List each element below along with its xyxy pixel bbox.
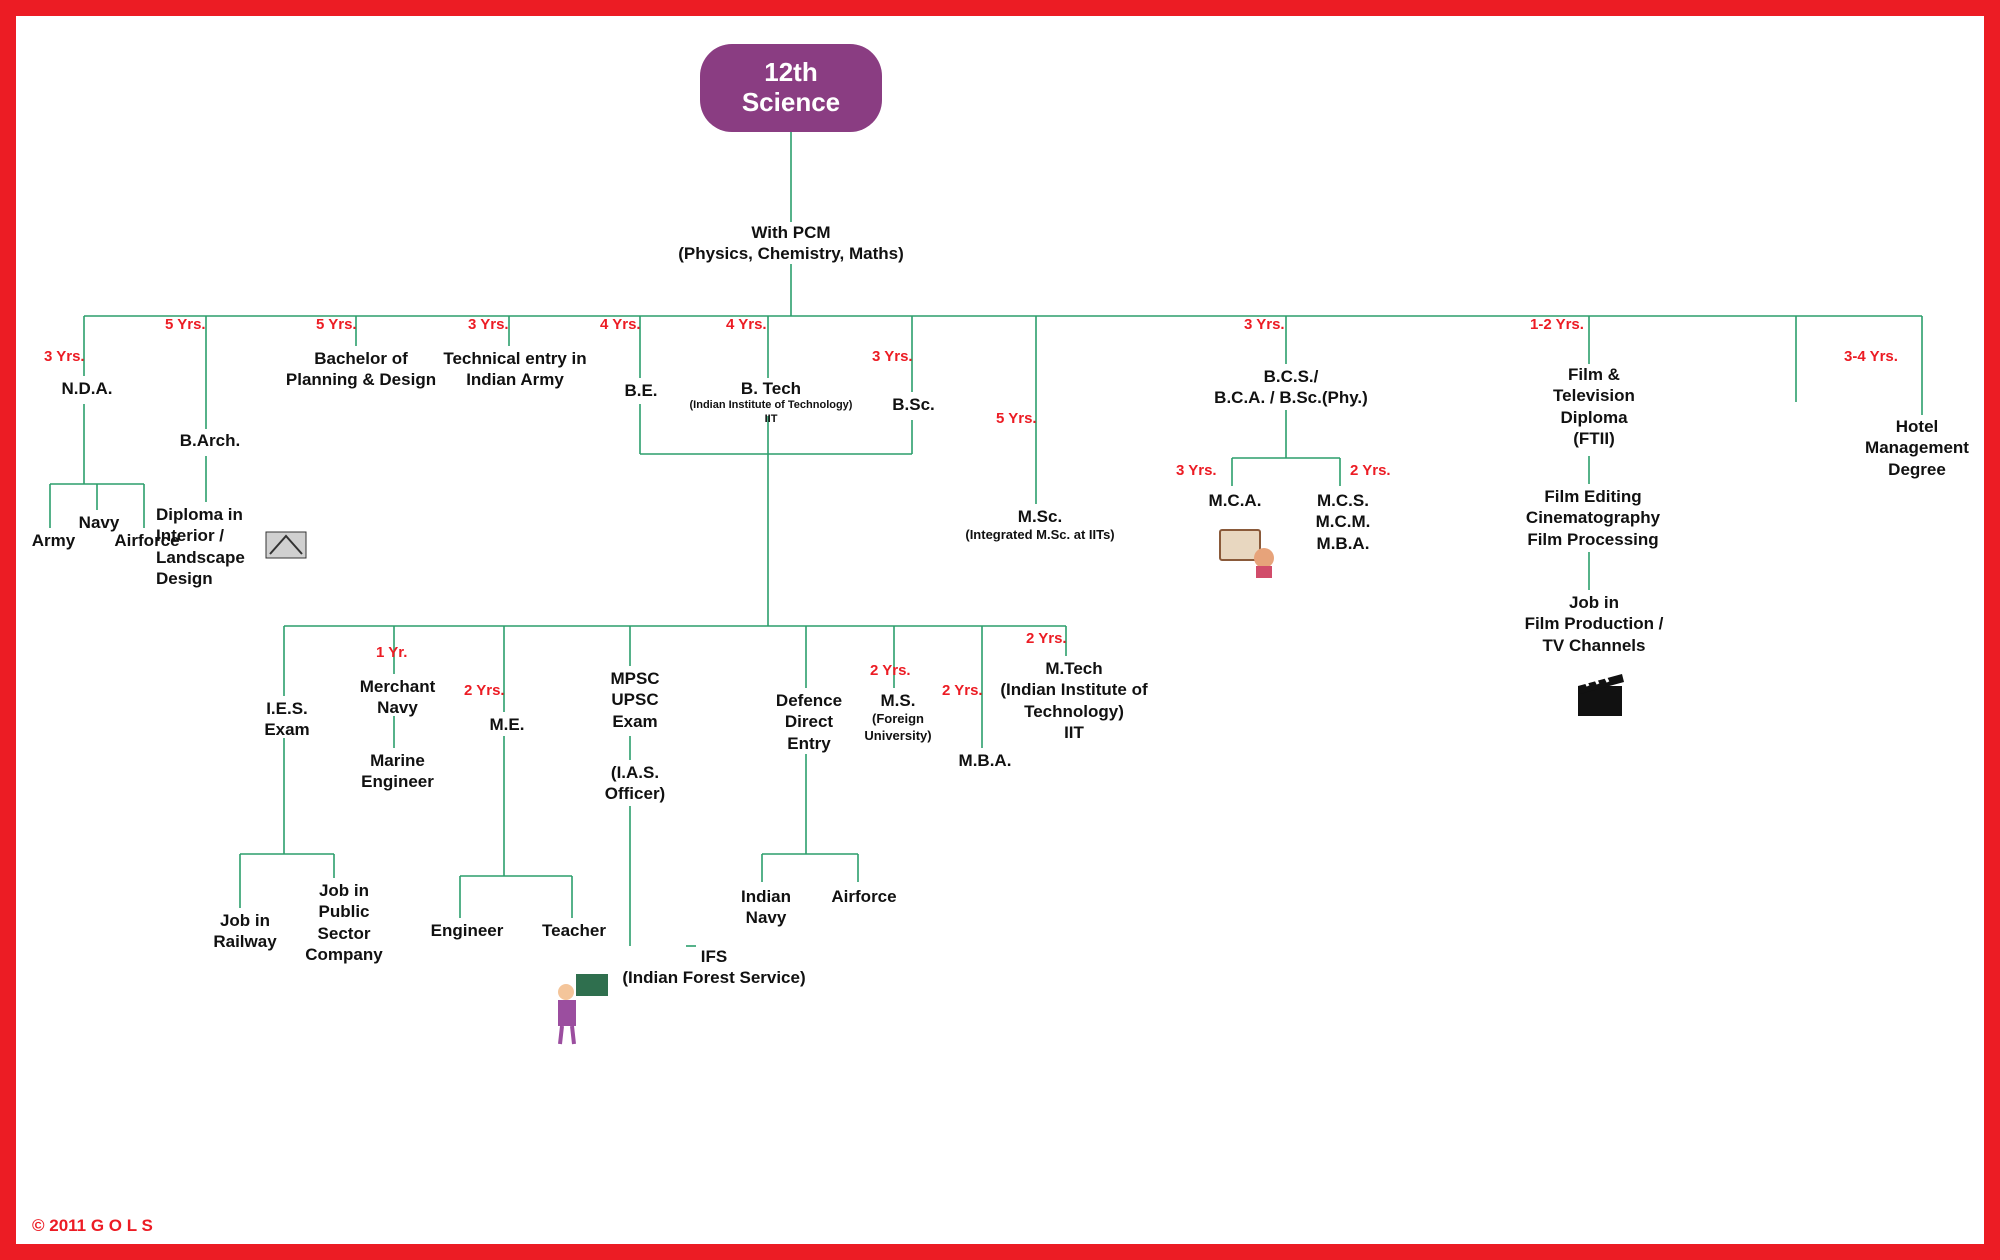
dur-mba: 2 Yrs. — [942, 682, 983, 699]
dur-msc: 5 Yrs. — [996, 410, 1037, 427]
dur-mtech: 2 Yrs. — [1026, 630, 1067, 647]
dur-mnavy: 1 Yr. — [376, 644, 407, 661]
root-l2: Science — [742, 87, 840, 117]
node-mtech: M.Tech (Indian Institute of Technology) … — [994, 658, 1154, 743]
dur-techarmy: 3 Yrs. — [468, 316, 509, 333]
node-film-skills: Film Editing Cinematography Film Process… — [1508, 486, 1678, 550]
node-ies: I.E.S. Exam — [252, 698, 322, 741]
node-nda: N.D.A. — [52, 378, 122, 399]
dur-nda: 3 Yrs. — [44, 348, 85, 365]
node-dild: Diploma in Interior / Landscape Design — [156, 504, 266, 589]
node-army: Army — [26, 530, 81, 551]
node-eng: Engineer — [422, 920, 512, 941]
node-af2: Airforce — [824, 886, 904, 907]
node-marine: Marine Engineer — [350, 750, 445, 793]
dur-btech: 4 Yrs. — [726, 316, 767, 333]
node-inavy: Indian Navy — [726, 886, 806, 929]
dur-barch: 5 Yrs. — [165, 316, 206, 333]
node-ias: (I.A.S. Officer) — [590, 762, 680, 805]
node-film-job: Job in Film Production / TV Channels — [1514, 592, 1674, 656]
root-node: 12th Science — [700, 44, 882, 132]
node-mba: M.B.A. — [950, 750, 1020, 771]
teacher-icon — [552, 970, 612, 1050]
dur-bsc: 3 Yrs. — [872, 348, 913, 365]
clapboard-icon — [1572, 666, 1628, 722]
node-be: B.E. — [616, 380, 666, 401]
node-bsc: B.Sc. — [886, 394, 941, 415]
node-rail: Job in Railway — [200, 910, 290, 953]
dur-hotel: 3-4 Yrs. — [1844, 348, 1898, 365]
node-hotel: Hotel Management Degree — [1852, 416, 1982, 480]
dur-mca: 3 Yrs. — [1176, 462, 1217, 479]
node-teacher: Teacher — [534, 920, 614, 941]
node-me: M.E. — [482, 714, 532, 735]
dur-bpd: 5 Yrs. — [316, 316, 357, 333]
computer-icon — [1214, 524, 1276, 580]
node-mcs: M.C.S. M.C.M. M.B.A. — [1308, 490, 1378, 554]
connectors — [16, 16, 1984, 1244]
diagram-frame: 12th Science With PCM (Physics, Chemistr… — [0, 0, 2000, 1260]
node-ftii: Film & Television Diploma (FTII) — [1524, 364, 1664, 449]
node-mnavy: Merchant Navy — [350, 676, 445, 719]
node-bcs: B.C.S./ B.C.A. / B.Sc.(Phy.) — [1196, 366, 1386, 409]
node-mpsc: MPSC UPSC Exam — [590, 668, 680, 732]
node-psu: Job in Public Sector Company — [294, 880, 394, 965]
node-mca: M.C.A. — [1200, 490, 1270, 511]
dur-ms: 2 Yrs. — [870, 662, 911, 679]
node-bpd: Bachelor of Planning & Design — [276, 348, 446, 391]
dur-be: 4 Yrs. — [600, 316, 641, 333]
root-l1: 12th — [764, 57, 817, 87]
node-defence: Defence Direct Entry — [764, 690, 854, 754]
level1-node: With PCM (Physics, Chemistry, Maths) — [656, 222, 926, 265]
dur-me: 2 Yrs. — [464, 682, 505, 699]
node-ifs: IFS (Indian Forest Service) — [614, 946, 814, 989]
copyright: © 2011 G O L S — [32, 1216, 153, 1236]
dur-mcs: 2 Yrs. — [1350, 462, 1391, 479]
node-msc: M.Sc. (Integrated M.Sc. at IITs) — [950, 506, 1130, 544]
node-techarmy: Technical entry in Indian Army — [430, 348, 600, 391]
dur-ftii: 1-2 Yrs. — [1530, 316, 1584, 333]
node-btech: B. Tech (Indian Institute of Technology)… — [684, 378, 858, 427]
dur-bcs: 3 Yrs. — [1244, 316, 1285, 333]
drafting-icon — [262, 524, 318, 566]
node-ms: M.S. (Foreign University) — [858, 690, 938, 744]
node-barch: B.Arch. — [170, 430, 250, 451]
